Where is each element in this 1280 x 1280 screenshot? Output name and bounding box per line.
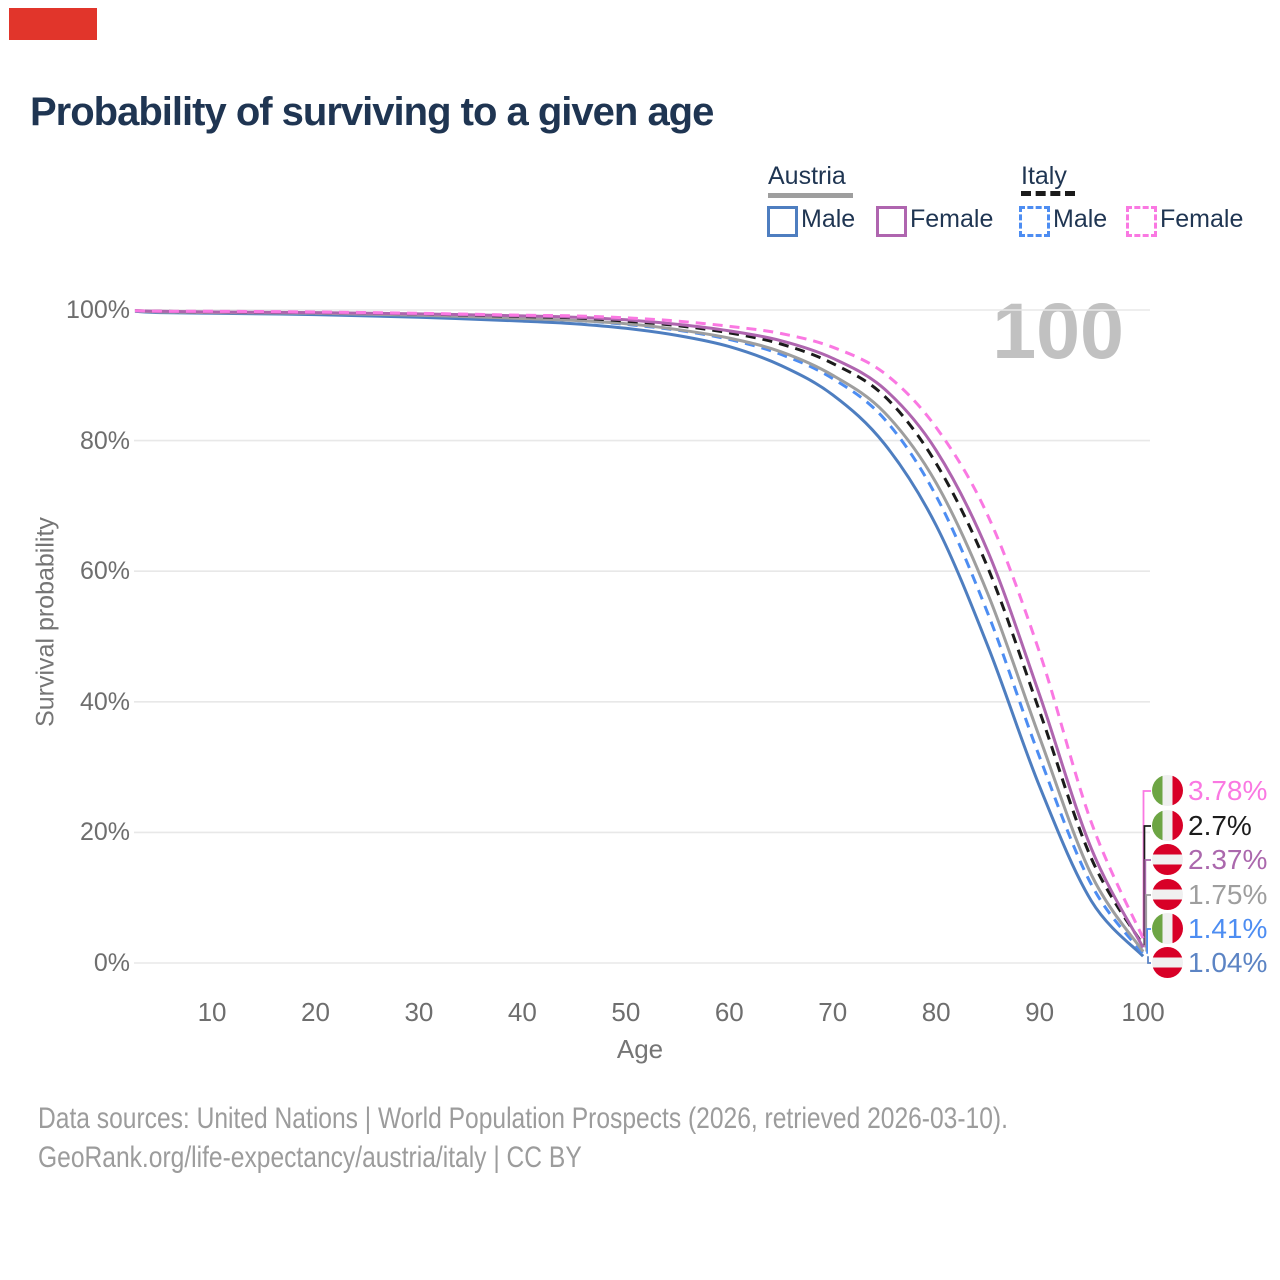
legend-label-italy-female[interactable]: Female bbox=[1160, 205, 1244, 233]
x-tick-label: 60 bbox=[714, 997, 744, 1027]
legend-swatch-italy-female[interactable] bbox=[1126, 206, 1157, 237]
italy-flag-icon bbox=[1152, 775, 1183, 806]
italy-flag-icon bbox=[1152, 913, 1183, 944]
austria-flag-icon bbox=[1152, 947, 1183, 978]
y-tick-label: 100% bbox=[66, 296, 130, 324]
legend-label-austria-male[interactable]: Male bbox=[801, 205, 856, 233]
data-source-note: Data sources: United Nations | World Pop… bbox=[38, 1102, 1008, 1135]
series-line-austria-female bbox=[134, 309, 1145, 949]
legend-group-italy: Italy bbox=[1021, 162, 1067, 190]
end-value: 1.41% bbox=[1188, 913, 1268, 944]
x-axis-title: Age bbox=[616, 1034, 664, 1064]
end-value: 3.78% bbox=[1188, 775, 1268, 806]
y-tick-label: 20% bbox=[79, 818, 130, 847]
series-line-austria-male bbox=[134, 309, 1145, 958]
end-value: 2.7% bbox=[1188, 810, 1252, 841]
series-line-italy-male bbox=[134, 309, 1145, 955]
x-tick-label: 100 bbox=[1121, 997, 1165, 1027]
series-line-italy-total bbox=[134, 309, 1145, 947]
legend-swatch-italy-male[interactable] bbox=[1019, 206, 1050, 237]
x-tick-label: 80 bbox=[921, 997, 951, 1027]
legend-swatch-austria-female[interactable] bbox=[876, 206, 907, 237]
x-tick-label: 30 bbox=[404, 997, 434, 1027]
legend-swatch-austria-male[interactable] bbox=[767, 206, 798, 237]
x-tick-label: 50 bbox=[611, 997, 641, 1027]
end-value: 1.75% bbox=[1188, 879, 1268, 910]
y-tick-label: 40% bbox=[79, 687, 130, 716]
legend-label-italy-male[interactable]: Male bbox=[1053, 205, 1108, 233]
legend-label-austria-female[interactable]: Female bbox=[910, 205, 994, 233]
x-tick-label: 40 bbox=[507, 997, 537, 1027]
austria-line-swatch bbox=[768, 193, 853, 198]
chart-title: Probability of surviving to a given age bbox=[30, 90, 714, 134]
legend-group-austria: Austria bbox=[768, 162, 846, 190]
x-tick-label: 10 bbox=[197, 997, 227, 1027]
age-watermark: 100 bbox=[992, 286, 1124, 375]
austria-flag-icon bbox=[1152, 879, 1183, 910]
red-marker bbox=[9, 8, 97, 40]
y-tick-label: 80% bbox=[79, 426, 130, 455]
attribution-link[interactable]: GeoRank.org/life-expectancy/austria/ital… bbox=[38, 1141, 582, 1174]
series-line-austria-total bbox=[134, 309, 1145, 953]
end-value: 2.37% bbox=[1188, 844, 1268, 875]
x-tick-label: 70 bbox=[818, 997, 848, 1027]
italy-line-swatch bbox=[1021, 191, 1075, 196]
x-tick-label: 90 bbox=[1025, 997, 1055, 1027]
austria-flag-icon bbox=[1152, 844, 1183, 875]
end-value: 1.04% bbox=[1188, 947, 1268, 978]
y-tick-label: 0% bbox=[93, 949, 130, 977]
series-line-italy-female bbox=[134, 309, 1145, 939]
x-tick-label: 20 bbox=[301, 997, 330, 1027]
y-tick-label: 60% bbox=[79, 557, 130, 586]
italy-flag-icon bbox=[1152, 810, 1183, 841]
